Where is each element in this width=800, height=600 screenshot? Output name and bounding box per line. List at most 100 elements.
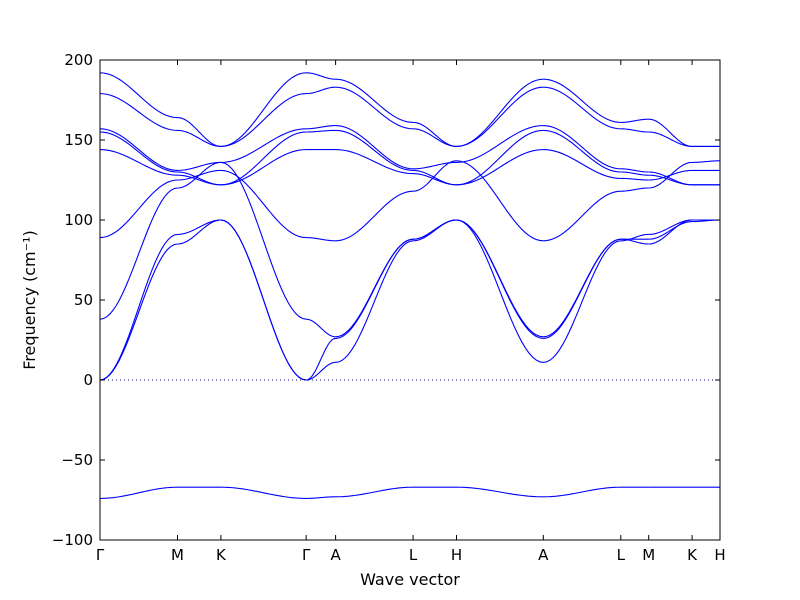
- band-line-seg8-band7: [620, 168, 649, 173]
- band-line-seg7-band8: [543, 86, 621, 130]
- band-line-seg1-band7: [177, 161, 221, 171]
- band-line-seg4-band5: [335, 149, 414, 175]
- band-line-seg9-band5: [648, 169, 693, 181]
- band-line-seg10-band4: [692, 160, 721, 163]
- band-line-seg7-band4: [543, 190, 621, 242]
- band-line-seg6-band3: [456, 219, 544, 338]
- band-line-seg8-band4: [620, 187, 649, 192]
- plot-frame: [99, 59, 721, 541]
- band-line-seg6-band2: [456, 219, 544, 363]
- band-line-seg3-band4: [306, 237, 336, 242]
- band-line-seg2-band6: [220, 131, 307, 186]
- band-line-seg4-band6: [335, 129, 414, 171]
- x-tick-label-Γ: Γ: [96, 546, 105, 564]
- band-line-seg6-band5: [456, 149, 544, 186]
- band-line-seg6-band6: [456, 129, 544, 186]
- band-line-seg0-band4: [99, 179, 178, 239]
- band-line-seg1-band4: [177, 169, 221, 181]
- x-tick-label-H: H: [451, 546, 462, 564]
- band-line-seg4-band0: [335, 486, 414, 498]
- band-line-seg0-band6: [99, 131, 178, 173]
- band-line-seg7-band0: [543, 486, 621, 498]
- band-line-seg7-band5: [543, 149, 621, 179]
- band-line-seg9-band3: [648, 221, 693, 240]
- band-line-seg2-band5: [220, 149, 307, 186]
- band-line-seg7-band3: [543, 238, 621, 338]
- band-line-seg4-band3: [335, 238, 414, 338]
- band-line-seg0-band0: [99, 486, 178, 499]
- y-tick-label: −50: [61, 451, 93, 469]
- band-line-seg0-band8: [99, 93, 178, 131]
- band-line-seg8-band8: [620, 128, 649, 133]
- band-line-seg5-band6: [413, 169, 457, 186]
- band-line-seg3-band1: [306, 337, 336, 381]
- band-line-seg9-band2: [648, 219, 693, 235]
- band-line-seg3-band9: [306, 72, 336, 80]
- band-line-seg2-band3: [220, 161, 307, 320]
- band-line-seg3-band0: [306, 496, 336, 499]
- x-axis-label: Wave vector: [360, 570, 460, 589]
- band-line-seg5-band8: [413, 128, 457, 147]
- x-tick-label-L: L: [617, 546, 626, 564]
- band-line-seg5-band3: [413, 219, 457, 240]
- y-tick-label: 50: [74, 291, 93, 309]
- band-line-seg3-band7: [306, 125, 336, 130]
- band-line-seg4-band2: [335, 240, 414, 363]
- band-line-seg3-band8: [306, 86, 336, 95]
- band-line-seg7-band6: [543, 129, 621, 173]
- band-line-seg1-band8: [177, 129, 221, 147]
- band-line-seg6-band4: [456, 160, 544, 242]
- y-tick-label: −100: [52, 531, 93, 549]
- band-line-seg6-band7: [456, 125, 544, 163]
- x-tick-label-M: M: [171, 546, 184, 564]
- band-line-seg2-band8: [220, 93, 307, 147]
- band-line-seg1-band9: [177, 117, 221, 147]
- band-lines: [99, 72, 721, 499]
- band-line-seg9-band7: [648, 171, 693, 186]
- band-line-seg7-band9: [543, 78, 621, 123]
- band-line-seg2-band2: [220, 219, 307, 381]
- band-line-seg9-band8: [648, 131, 693, 147]
- band-line-seg3-band2: [306, 361, 336, 381]
- band-line-seg7-band2: [543, 240, 621, 363]
- x-tick-label-K: K: [687, 546, 698, 564]
- band-line-seg5-band7: [413, 161, 457, 170]
- y-axis-label: Frequency (cm⁻¹): [20, 230, 39, 369]
- y-tick-label: 100: [64, 211, 93, 229]
- band-line-seg1-band6: [177, 171, 221, 186]
- band-line-seg4-band7: [335, 125, 414, 170]
- band-line-seg7-band7: [543, 125, 621, 170]
- band-line-seg0-band9: [99, 72, 178, 119]
- band-line-seg5-band9: [413, 121, 457, 147]
- band-line-seg3-band3: [306, 318, 336, 338]
- x-tick-label-M: M: [642, 546, 655, 564]
- band-line-seg8-band6: [620, 171, 649, 176]
- band-line-seg2-band4: [220, 169, 307, 239]
- band-line-seg4-band9: [335, 78, 414, 123]
- band-line-seg3-band6: [306, 129, 336, 133]
- x-tick-label-A: A: [538, 546, 549, 564]
- y-tick-label: 0: [83, 371, 93, 389]
- band-line-seg8-band2: [620, 233, 649, 242]
- band-line-seg6-band0: [456, 486, 544, 498]
- y-tick-label: 200: [64, 51, 93, 69]
- x-tick-label-Γ: Γ: [302, 546, 311, 564]
- band-line-seg2-band0: [220, 486, 307, 499]
- band-line-seg0-band7: [99, 128, 178, 171]
- band-line-seg0-band2: [99, 233, 178, 381]
- x-tick-label-K: K: [216, 546, 227, 564]
- x-tick-label-L: L: [409, 546, 418, 564]
- band-line-seg2-band7: [220, 128, 307, 163]
- x-tick-label-H: H: [714, 546, 725, 564]
- band-line-seg8-band9: [620, 118, 649, 123]
- band-line-seg0-band3: [99, 187, 178, 320]
- y-tick-label: 150: [64, 131, 93, 149]
- band-line-seg8-band5: [620, 177, 649, 181]
- x-tick-label-A: A: [330, 546, 341, 564]
- band-line-seg0-band5: [99, 149, 178, 176]
- band-line-seg6-band8: [456, 86, 544, 147]
- band-line-seg6-band9: [456, 78, 544, 147]
- band-line-seg4-band8: [335, 86, 414, 130]
